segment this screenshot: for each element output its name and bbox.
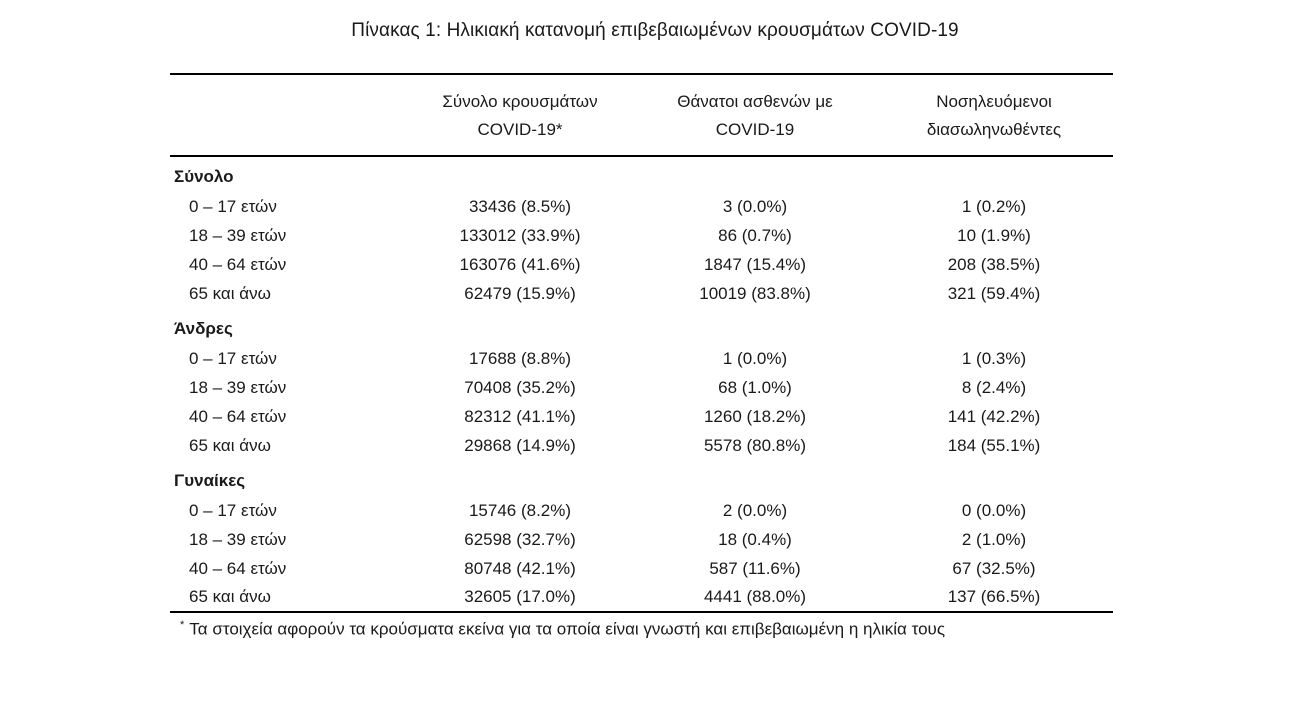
cases-value: 15746 (8.2%) <box>468 500 572 520</box>
age-label: 40 – 64 ετών <box>189 254 287 274</box>
table-row: 18 – 39 ετών 70408 (35.2%) 68 (1.0%) 8 (… <box>170 373 1113 402</box>
deaths-value: 10019 (83.8%) <box>699 283 811 303</box>
intubated-value: 2 (1.0%) <box>961 529 1027 549</box>
table-row: 40 – 64 ετών 80748 (42.1%) 587 (11.6%) 6… <box>170 554 1113 583</box>
cases-value: 70408 (35.2%) <box>464 377 576 397</box>
col-header-deaths-line2: COVID-19 <box>715 119 795 139</box>
deaths-value: 86 (0.7%) <box>718 225 792 245</box>
deaths-value: 1 (0.0%) <box>722 348 788 368</box>
col-header-intubated: Νοσηλευόμενοι διασωληνωθέντες <box>875 74 1113 158</box>
col-header-total-cases: Σύνολο κρουσμάτων COVID-19* <box>405 74 635 158</box>
deaths-value: 1847 (15.4%) <box>703 254 807 274</box>
age-label: 0 – 17 ετών <box>189 500 277 520</box>
age-label: 65 και άνω <box>189 587 271 607</box>
section-label: Σύνολο <box>174 167 234 187</box>
age-label: 40 – 64 ετών <box>189 558 287 578</box>
col-header-deaths: Θάνατοι ασθενών με COVID-19 <box>635 74 875 158</box>
empty-header-cell <box>170 74 405 158</box>
age-label: 65 και άνω <box>189 435 271 455</box>
age-label: 0 – 17 ετών <box>189 348 277 368</box>
intubated-value: 67 (32.5%) <box>952 558 1036 578</box>
table-row: 0 – 17 ετών 33436 (8.5%) 3 (0.0%) 1 (0.2… <box>170 192 1113 221</box>
deaths-value: 5578 (80.8%) <box>703 435 807 455</box>
deaths-value: 4441 (88.0%) <box>703 587 807 607</box>
page-title: Πίνακας 1: Ηλικιακή κατανομή επιβεβαιωμέ… <box>351 20 959 41</box>
section-label: Γυναίκες <box>174 470 246 490</box>
intubated-value: 141 (42.2%) <box>947 406 1041 426</box>
footnote: * Τα στοιχεία αφορούν τα κρούσματα εκείνα… <box>170 618 1113 641</box>
cases-value: 17688 (8.8%) <box>468 348 572 368</box>
col-header-intubated-line2: διασωληνωθέντες <box>926 119 1062 139</box>
intubated-value: 1 (0.3%) <box>961 348 1027 368</box>
age-label: 18 – 39 ετών <box>189 225 287 245</box>
age-label: 18 – 39 ετών <box>189 377 287 397</box>
age-label: 40 – 64 ετών <box>189 406 287 426</box>
intubated-value: 10 (1.9%) <box>957 225 1031 245</box>
intubated-value: 8 (2.4%) <box>961 377 1027 397</box>
table-row: 0 – 17 ετών 17688 (8.8%) 1 (0.0%) 1 (0.3… <box>170 344 1113 373</box>
deaths-value: 2 (0.0%) <box>722 500 788 520</box>
age-label: 0 – 17 ετών <box>189 196 277 216</box>
cases-value: 82312 (41.1%) <box>464 406 576 426</box>
intubated-value: 0 (0.0%) <box>961 500 1027 520</box>
section-label: Άνδρες <box>174 318 233 338</box>
covid-age-distribution-table: Σύνολο κρουσμάτων COVID-19* Θάνατοι ασθε… <box>170 73 1113 614</box>
cases-value: 32605 (17.0%) <box>464 587 576 607</box>
deaths-value: 587 (11.6%) <box>709 558 801 578</box>
cases-value: 163076 (41.6%) <box>459 254 581 274</box>
intubated-value: 321 (59.4%) <box>947 283 1041 303</box>
footnote-text: Τα στοιχεία αφορούν τα κρούσματα εκείνα … <box>189 619 946 639</box>
intubated-value: 184 (55.1%) <box>947 435 1041 455</box>
cases-value: 80748 (42.1%) <box>464 558 576 578</box>
cases-value: 62479 (15.9%) <box>464 283 576 303</box>
table-row: 65 και άνω 29868 (14.9%) 5578 (80.8%) 18… <box>170 431 1113 460</box>
table-container: Σύνολο κρουσμάτων COVID-19* Θάνατοι ασθε… <box>170 73 1113 641</box>
section-header-row-total: Σύνολο <box>170 156 1113 192</box>
cases-value: 29868 (14.9%) <box>464 435 576 455</box>
deaths-value: 1260 (18.2%) <box>703 406 807 426</box>
deaths-value: 18 (0.4%) <box>718 529 792 549</box>
deaths-value: 3 (0.0%) <box>722 196 788 216</box>
col-header-deaths-line1: Θάνατοι ασθενών με <box>677 92 833 111</box>
column-header-row: Σύνολο κρουσμάτων COVID-19* Θάνατοι ασθε… <box>170 74 1113 158</box>
age-label: 65 και άνω <box>189 283 271 303</box>
intubated-value: 208 (38.5%) <box>947 254 1041 274</box>
age-label: 18 – 39 ετών <box>189 529 287 549</box>
col-header-total-cases-line1: Σύνολο κρουσμάτων <box>442 92 598 111</box>
intubated-value: 1 (0.2%) <box>961 196 1027 216</box>
intubated-value: 137 (66.5%) <box>947 587 1041 607</box>
section-header-row-women: Γυναίκες <box>170 460 1113 496</box>
table-row: 65 και άνω 32605 (17.0%) 4441 (88.0%) 13… <box>170 583 1113 612</box>
cases-value: 62598 (32.7%) <box>464 529 576 549</box>
table-row: 18 – 39 ετών 133012 (33.9%) 86 (0.7%) 10… <box>170 221 1113 250</box>
table-row: 40 – 64 ετών 82312 (41.1%) 1260 (18.2%) … <box>170 402 1113 431</box>
cases-value: 133012 (33.9%) <box>459 225 581 245</box>
col-header-intubated-line1: Νοσηλευόμενοι <box>936 92 1052 111</box>
cases-value: 33436 (8.5%) <box>468 196 572 216</box>
section-header-row-men: Άνδρες <box>170 308 1113 344</box>
footnote-asterisk-marker: * <box>180 619 185 632</box>
table-row: 0 – 17 ετών 15746 (8.2%) 2 (0.0%) 0 (0.0… <box>170 496 1113 525</box>
table-row: 18 – 39 ετών 62598 (32.7%) 18 (0.4%) 2 (… <box>170 525 1113 554</box>
deaths-value: 68 (1.0%) <box>718 377 792 397</box>
col-header-total-cases-line2: COVID-19* <box>477 119 563 139</box>
table-row: 65 και άνω 62479 (15.9%) 10019 (83.8%) 3… <box>170 279 1113 308</box>
table-row: 40 – 64 ετών 163076 (41.6%) 1847 (15.4%)… <box>170 250 1113 279</box>
